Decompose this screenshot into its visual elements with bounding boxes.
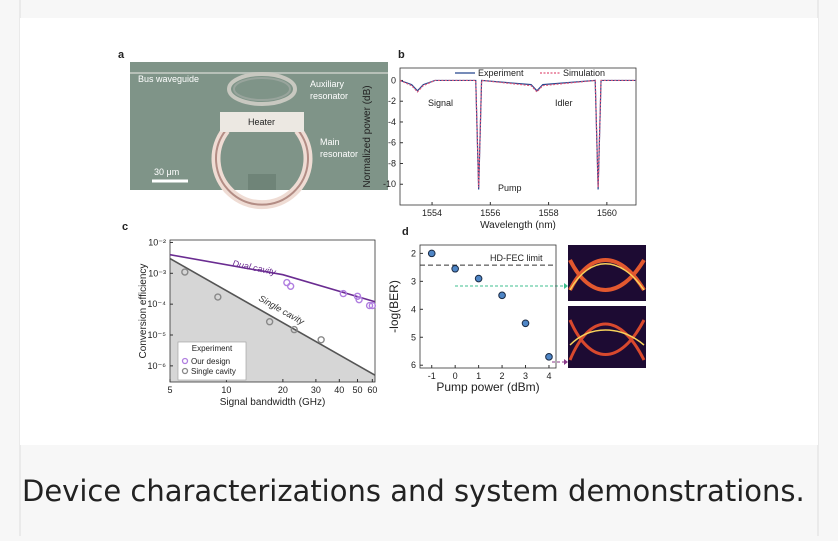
label: Heater xyxy=(248,117,275,127)
marker xyxy=(283,278,291,287)
y-tick-label: -8 xyxy=(388,158,396,168)
y-axis-label: Conversion efficiency xyxy=(138,264,149,359)
x-tick-label: 40 xyxy=(334,385,344,395)
x-axis-label: Signal bandwidth (GHz) xyxy=(220,397,326,408)
y-tick-label: 3 xyxy=(411,276,416,286)
line xyxy=(169,257,376,376)
x-tick-label: 1556 xyxy=(480,208,500,218)
label: Main xyxy=(320,137,340,147)
y-tick-label: -6 xyxy=(388,138,396,148)
y-tick-label: 0 xyxy=(391,75,396,85)
label: resonator xyxy=(310,91,348,101)
x-tick-label: 3 xyxy=(523,371,528,381)
micrograph xyxy=(130,62,388,210)
x-tick-label: 50 xyxy=(352,385,362,395)
marker xyxy=(427,249,436,258)
legend-swatch xyxy=(181,367,189,375)
line xyxy=(169,253,376,303)
plot-frame xyxy=(399,67,637,206)
marker xyxy=(290,325,298,334)
x-tick-label: 2 xyxy=(500,371,505,381)
annotation: Signal xyxy=(428,98,453,108)
y-axis-label: Normalized power (dB) xyxy=(362,85,373,187)
panel-label: c xyxy=(122,221,128,233)
marker xyxy=(265,318,274,326)
annotation: Pump xyxy=(498,183,522,193)
line xyxy=(399,79,636,188)
plot-frame xyxy=(169,239,376,383)
y-tick-label: 2 xyxy=(411,248,416,258)
caption: Device characterizations and system demo… xyxy=(22,474,805,508)
label: Bus waveguide xyxy=(138,74,199,84)
x-tick-label: -1 xyxy=(428,371,436,381)
marker xyxy=(545,353,553,361)
arrow xyxy=(564,359,568,365)
x-tick-label: 30 xyxy=(311,385,321,395)
marker xyxy=(355,295,363,304)
y-tick-label: -2 xyxy=(388,96,396,106)
x-tick-label: 20 xyxy=(278,385,288,395)
legend-label: Experiment xyxy=(478,68,524,78)
marker xyxy=(181,268,189,276)
y-tick-label: 10⁻⁵ xyxy=(148,330,167,340)
y-tick-label: 10⁻³ xyxy=(148,268,166,278)
label: Auxiliary xyxy=(310,79,345,89)
legend-title: Experiment xyxy=(192,344,233,353)
plot-frame xyxy=(419,244,557,369)
marker xyxy=(368,301,377,310)
x-axis-label: Pump power (dBm) xyxy=(436,380,539,394)
y-tick-label: -10 xyxy=(383,179,396,189)
x-tick-label: 1554 xyxy=(422,208,442,218)
y-tick-label: 5 xyxy=(411,332,416,342)
y-axis-label: -log(BER) xyxy=(387,280,401,333)
panel-label: d xyxy=(402,226,409,238)
y-tick-label: 10⁻² xyxy=(148,237,166,247)
y-tick-label: 4 xyxy=(411,304,416,314)
x-tick-label: 60 xyxy=(367,385,377,395)
line xyxy=(399,79,636,190)
y-tick-label: 10⁻⁴ xyxy=(147,299,166,309)
x-tick-label: 1 xyxy=(476,371,481,381)
marker xyxy=(339,289,347,298)
arrow xyxy=(564,283,568,289)
marker xyxy=(521,319,530,328)
panel-label: a xyxy=(118,49,125,61)
panel-label: b xyxy=(398,49,405,61)
y-tick-label: 10⁻⁶ xyxy=(148,361,167,371)
annotation: Idler xyxy=(555,98,573,108)
marker xyxy=(214,293,222,301)
marker xyxy=(317,336,325,344)
legend-label: Single cavity xyxy=(191,367,236,376)
marker xyxy=(498,291,506,300)
x-tick-label: 1558 xyxy=(539,208,559,218)
x-tick-label: 5 xyxy=(167,385,172,395)
label: resonator xyxy=(320,149,358,159)
y-tick-label: -4 xyxy=(388,117,396,127)
x-tick-label: 0 xyxy=(453,371,458,381)
x-tick-label: 10 xyxy=(221,385,231,395)
marker xyxy=(474,274,483,283)
label: 30 μm xyxy=(154,167,179,177)
reference-label: HD-FEC limit xyxy=(490,253,543,263)
x-tick-label: 4 xyxy=(546,371,551,381)
x-axis-label: Wavelength (nm) xyxy=(480,220,556,231)
eye-diagram xyxy=(568,245,646,368)
marker xyxy=(365,301,374,310)
marker xyxy=(286,282,295,290)
legend-swatch xyxy=(181,357,189,365)
marker xyxy=(451,264,459,273)
legend-label: Our design xyxy=(191,357,230,366)
legend-label: Simulation xyxy=(563,68,605,78)
y-tick-label: 6 xyxy=(411,360,416,370)
legend-box xyxy=(177,341,247,381)
x-tick-label: 1560 xyxy=(597,208,617,218)
